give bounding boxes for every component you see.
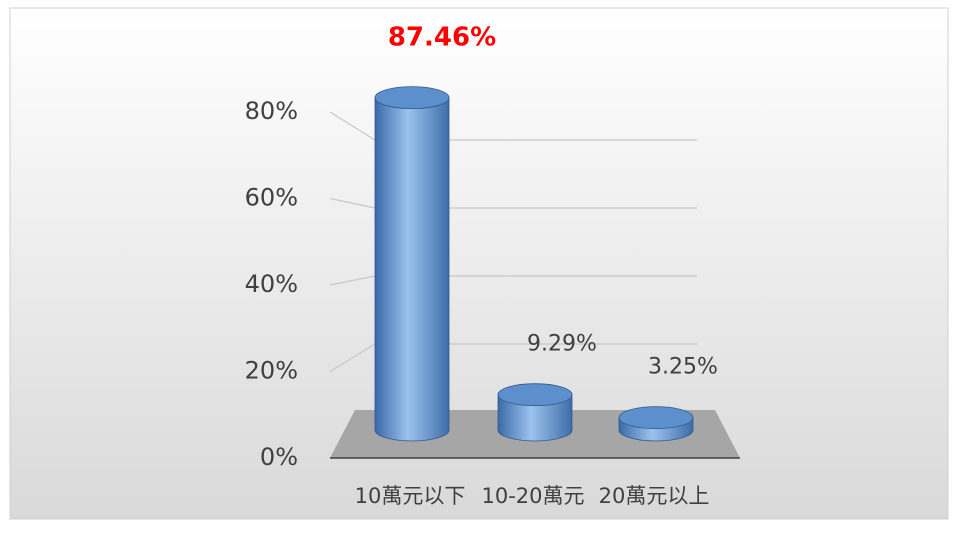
data-label: 9.29% <box>527 332 597 357</box>
y-tick-label: 0% <box>260 443 298 471</box>
x-tick-label: 10萬元以下 <box>355 484 466 508</box>
x-tick-label: 20萬元以上 <box>599 484 710 508</box>
cylinder-top <box>497 383 573 407</box>
cylinder <box>618 406 694 442</box>
cylinder <box>497 383 573 442</box>
cylinder-body <box>497 394 573 442</box>
y-tick-label: 80% <box>245 97 298 125</box>
cylinder-body <box>374 97 450 442</box>
cylinder <box>374 86 450 442</box>
data-label: 3.25% <box>648 355 718 380</box>
y-tick-label: 60% <box>245 184 298 212</box>
cylinder-top <box>618 406 694 430</box>
y-tick-label: 20% <box>245 357 298 385</box>
data-label: 87.46% <box>388 23 496 53</box>
x-tick-label: 10-20萬元 <box>481 484 584 508</box>
cylinder-top <box>374 86 450 110</box>
y-tick-label: 40% <box>245 270 298 298</box>
